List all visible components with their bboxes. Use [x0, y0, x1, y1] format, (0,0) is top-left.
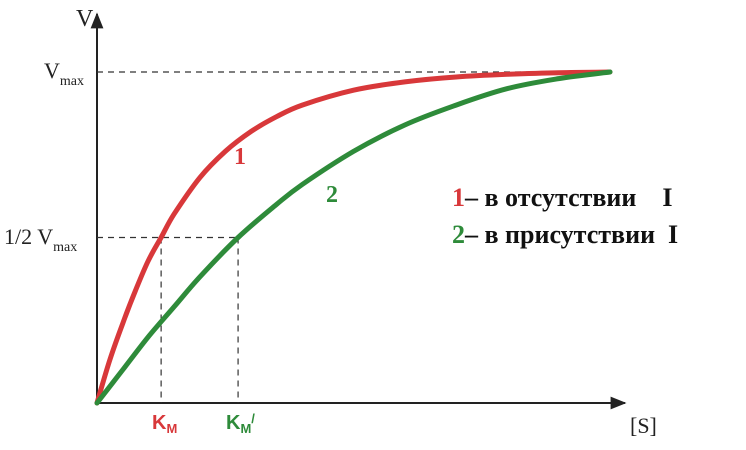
x-axis-label: [S] — [630, 413, 657, 438]
km-label: KM — [152, 412, 177, 436]
series-line-2 — [94, 69, 613, 406]
curve-label-1: 1 — [234, 144, 246, 170]
y-tick-half: 1/2 Vmax — [4, 224, 77, 255]
km-prime-label: KM/ — [226, 411, 255, 436]
legend-entry-1: 1– в отсутствии I — [452, 183, 673, 212]
series-line-1 — [94, 69, 613, 406]
curve-label-2: 2 — [326, 182, 338, 208]
legend-text-1: – в отсутствии I — [464, 183, 673, 212]
y-axis-label: V — [76, 6, 94, 32]
y-tick-vmax: Vmax — [44, 58, 84, 89]
legend-entry-2: 2– в присутствии I — [452, 220, 678, 249]
legend-text-2: – в присутствии I — [464, 220, 678, 249]
legend-key-2: 2 — [452, 220, 465, 249]
legend-key-1: 1 — [452, 183, 465, 212]
